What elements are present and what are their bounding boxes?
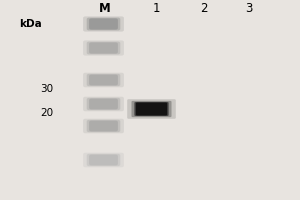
FancyBboxPatch shape xyxy=(83,153,124,167)
Text: 1: 1 xyxy=(152,2,160,16)
Text: 20: 20 xyxy=(40,108,53,118)
FancyBboxPatch shape xyxy=(134,102,169,116)
FancyBboxPatch shape xyxy=(83,73,124,87)
FancyBboxPatch shape xyxy=(87,42,120,54)
FancyBboxPatch shape xyxy=(87,74,120,86)
FancyBboxPatch shape xyxy=(83,16,124,32)
Text: kDa: kDa xyxy=(19,19,41,29)
FancyBboxPatch shape xyxy=(87,120,120,132)
FancyBboxPatch shape xyxy=(87,154,120,166)
Text: M: M xyxy=(99,2,111,16)
Text: 3: 3 xyxy=(245,2,253,16)
FancyBboxPatch shape xyxy=(136,102,167,116)
FancyBboxPatch shape xyxy=(89,121,118,131)
FancyBboxPatch shape xyxy=(87,98,120,110)
FancyBboxPatch shape xyxy=(89,42,118,54)
FancyBboxPatch shape xyxy=(83,119,124,133)
FancyBboxPatch shape xyxy=(89,99,118,109)
FancyBboxPatch shape xyxy=(89,75,118,85)
FancyBboxPatch shape xyxy=(131,101,172,117)
Text: 30: 30 xyxy=(40,84,53,94)
FancyBboxPatch shape xyxy=(89,18,118,30)
FancyBboxPatch shape xyxy=(83,40,124,56)
Text: 2: 2 xyxy=(200,2,208,16)
FancyBboxPatch shape xyxy=(89,155,118,165)
FancyBboxPatch shape xyxy=(83,97,124,111)
FancyBboxPatch shape xyxy=(127,99,176,119)
FancyBboxPatch shape xyxy=(87,18,120,30)
